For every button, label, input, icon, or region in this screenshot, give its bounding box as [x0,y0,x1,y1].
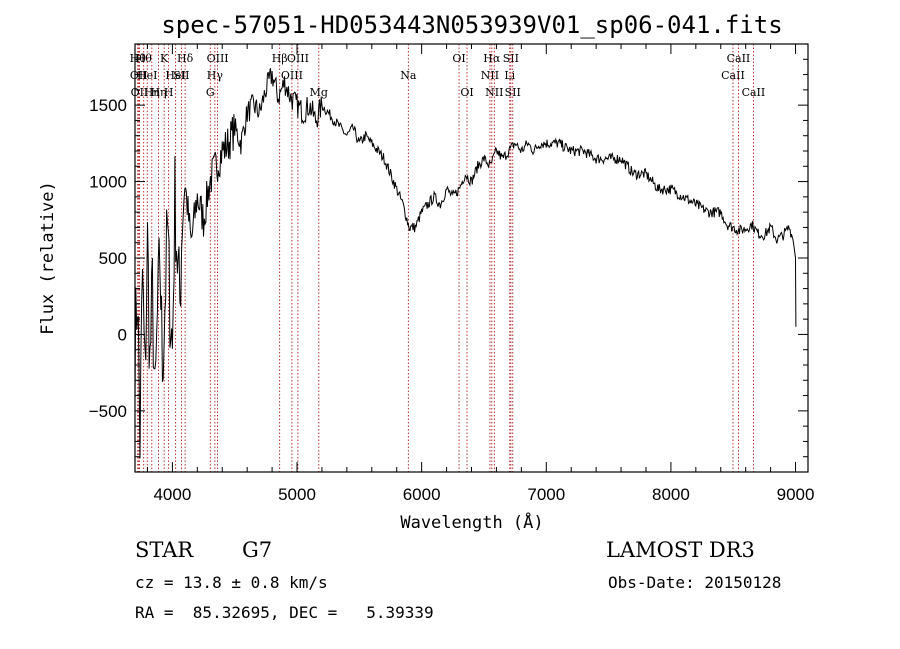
line-marker-label: OIII [207,52,229,65]
line-marker-label: Li [504,69,515,82]
plot-frame [134,43,809,473]
x-axis-label: Wavelength (Å) [400,511,543,533]
line-marker-label: OIII [287,52,309,65]
line-marker-label: K [160,52,169,65]
x-tick-label: 6000 [403,485,441,504]
x-tick-label: 5000 [278,485,316,504]
line-marker-label: Na [400,69,417,82]
axes [134,43,809,473]
y-tick-label: 0 [118,325,127,344]
line-marker-label: CaII [727,52,751,65]
line-marker-label: HeI [137,69,157,82]
spectrum-line-0 [135,68,797,459]
line-marker-label: SII [173,69,189,82]
line-marker-label: Hδ [177,52,194,65]
y-tick-label: 500 [99,249,127,268]
line-marker-label: CaII [721,69,745,82]
line-marker-label: NII [485,86,503,99]
line-marker-label: Hη [150,86,166,99]
line-marker-label: Hθ [136,52,153,65]
line-marker-label: HeI [165,69,185,82]
line-marker-label: Hη [144,86,160,99]
line-marker-label: Hβ [272,52,288,65]
x-tick-label: 9000 [777,485,815,504]
line-marker-label: G [206,86,215,99]
coordinates-readout: RA = 85.32695, DEC = 5.39339 [135,603,434,622]
line-marker-label: Hα [483,52,501,65]
x-tick-label: 8000 [652,485,690,504]
y-tick-label: 1000 [89,173,127,192]
line-marker-label: SII [505,86,521,99]
line-marker-label: OI [452,52,465,65]
object-class: STAR [135,538,194,562]
line-marker-label: SII [503,52,519,65]
object-subclass: G7 [242,538,273,562]
line-marker-label: Hγ [207,69,224,82]
observation-date: Obs-Date: 20150128 [608,573,782,592]
line-marker-label: Mg [310,86,328,99]
chart-title: spec-57051-HD053443N053939V01_sp06-041.f… [161,11,782,39]
y-axis-label: Flux (relative) [38,181,58,335]
line-marker-label: Hθ [130,52,147,65]
series-layer [135,68,797,459]
redshift-readout: cz = 13.8 ± 0.8 km/s [135,573,328,592]
line-marker-label: H [164,86,174,99]
survey-label: LAMOST DR3 [606,538,755,562]
line-marker-label: CaII [742,86,766,99]
line-marker-label: OII [130,69,148,82]
axis-ticks: 4000 5000 6000 7000 8000 9000 −500 0 500 1000 1500 [89,43,815,504]
y-tick-label: 1500 [89,96,127,115]
line-marker-label: OI [460,86,473,99]
x-tick-label: 7000 [527,485,565,504]
line-marker-label: NII [481,69,499,82]
y-tick-label: −500 [89,402,127,421]
line-marker-label: OIII [281,69,303,82]
x-tick-label: 4000 [153,485,191,504]
